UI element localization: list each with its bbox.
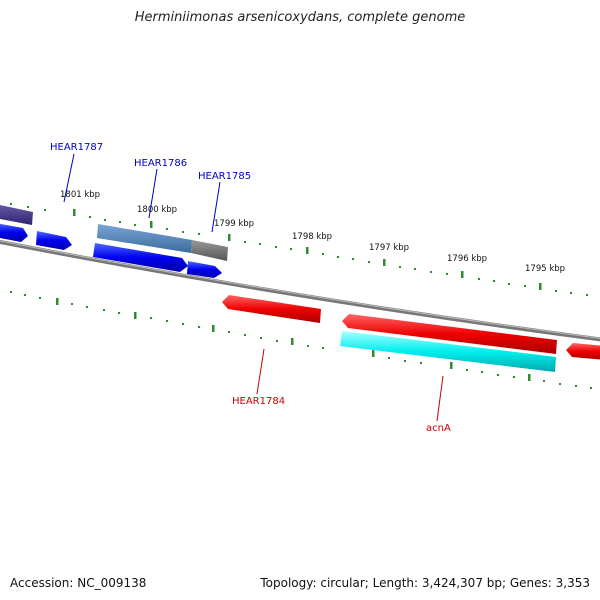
leader-lines <box>63 153 444 422</box>
inner-major-ticks <box>56 298 531 381</box>
tick-label: 1798 kbp <box>292 232 332 242</box>
genome-backbone <box>0 239 600 342</box>
tick-label: 1800 kbp <box>137 205 177 215</box>
outer-tick-row <box>10 203 588 296</box>
gene-hear1785-gray[interactable] <box>191 240 228 261</box>
gene-blue-2[interactable] <box>36 231 72 250</box>
outer-major-ticks <box>73 209 542 290</box>
gene-label-hear1784[interactable]: HEAR1784 <box>232 396 285 407</box>
map-title: Herminiimonas arsenicoxydans, complete g… <box>134 10 466 25</box>
gene-red-3[interactable] <box>566 343 600 360</box>
gene-label-hear1787[interactable]: HEAR1787 <box>50 142 103 153</box>
tick-label: 1797 kbp <box>369 243 409 253</box>
genome-stats-text: Topology: circular; Length: 3,424,307 bp… <box>260 576 590 590</box>
gene-hear1785-steel[interactable] <box>97 224 192 253</box>
tick-label: 1796 kbp <box>447 254 487 264</box>
tick-label: 1801 kbp <box>60 190 100 200</box>
gene-hear1787[interactable] <box>0 204 33 225</box>
gene-blue-1[interactable] <box>0 223 28 242</box>
tick-label: 1795 kbp <box>525 264 565 274</box>
gene-labels: HEAR1787 HEAR1786 HEAR1785 HEAR1784 acnA <box>50 142 451 434</box>
inner-tick-row <box>10 291 592 389</box>
gene-label-acna[interactable]: acnA <box>426 423 451 434</box>
tick-label: 1799 kbp <box>214 219 254 229</box>
gene-hear1786[interactable] <box>93 243 188 272</box>
gene-blue-4[interactable] <box>187 261 222 278</box>
forward-genes[interactable] <box>0 204 228 278</box>
gene-label-hear1786[interactable]: HEAR1786 <box>134 158 187 169</box>
gene-label-hear1785[interactable]: HEAR1785 <box>198 171 251 182</box>
reverse-genes[interactable] <box>222 295 600 372</box>
tick-labels: 1801 kbp 1800 kbp 1799 kbp 1798 kbp 1797… <box>60 190 565 274</box>
gene-red-2[interactable] <box>342 314 557 354</box>
gene-acna[interactable] <box>340 331 556 372</box>
accession-text: Accession: NC_009138 <box>10 576 147 590</box>
gene-hear1784[interactable] <box>222 295 321 323</box>
